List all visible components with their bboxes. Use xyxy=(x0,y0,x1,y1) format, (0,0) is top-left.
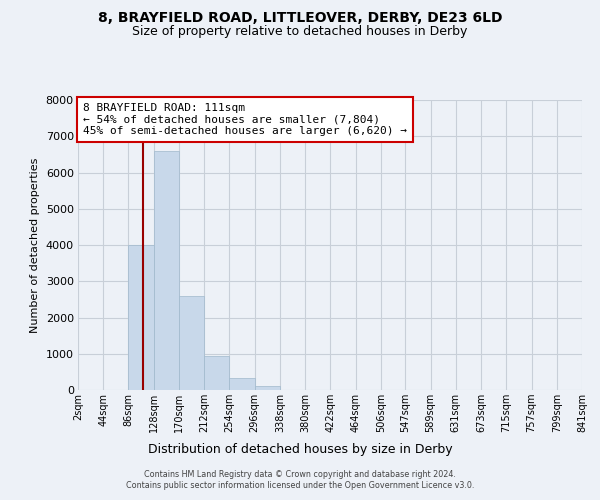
Bar xyxy=(128,245,154,390)
Y-axis label: Number of detached properties: Number of detached properties xyxy=(30,158,40,332)
Bar xyxy=(179,296,204,390)
Bar xyxy=(254,386,280,390)
Bar xyxy=(204,356,229,390)
Bar xyxy=(229,378,254,390)
Text: 8, BRAYFIELD ROAD, LITTLEOVER, DERBY, DE23 6LD: 8, BRAYFIELD ROAD, LITTLEOVER, DERBY, DE… xyxy=(98,11,502,25)
Text: Distribution of detached houses by size in Derby: Distribution of detached houses by size … xyxy=(148,442,452,456)
Bar xyxy=(154,151,179,390)
Text: Size of property relative to detached houses in Derby: Size of property relative to detached ho… xyxy=(133,25,467,38)
Text: 8 BRAYFIELD ROAD: 111sqm
← 54% of detached houses are smaller (7,804)
45% of sem: 8 BRAYFIELD ROAD: 111sqm ← 54% of detach… xyxy=(83,103,407,136)
Text: Contains public sector information licensed under the Open Government Licence v3: Contains public sector information licen… xyxy=(126,481,474,490)
Text: Contains HM Land Registry data © Crown copyright and database right 2024.: Contains HM Land Registry data © Crown c… xyxy=(144,470,456,479)
